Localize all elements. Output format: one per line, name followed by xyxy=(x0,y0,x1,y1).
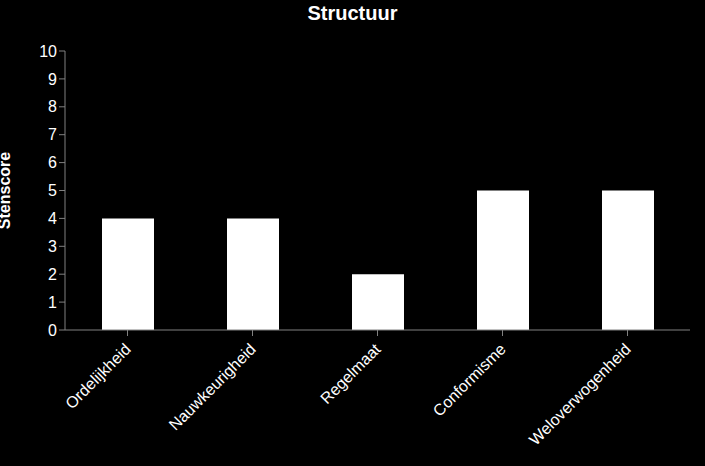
svg-text:7: 7 xyxy=(48,126,57,143)
svg-text:5: 5 xyxy=(48,182,57,199)
svg-text:6: 6 xyxy=(48,154,57,171)
svg-text:3: 3 xyxy=(48,238,57,255)
html-text:Structuur: Structuur xyxy=(307,2,398,24)
svg-text:8: 8 xyxy=(48,98,57,115)
svg-text:Nauwkeurigheid: Nauwkeurigheid xyxy=(166,340,259,433)
svg-text:9: 9 xyxy=(48,71,57,88)
svg-text:Ordelijkheid: Ordelijkheid xyxy=(62,340,134,412)
svg-text:Stenscore: Stenscore xyxy=(8,152,13,229)
svg-text:0: 0 xyxy=(48,322,57,339)
svg-text:2: 2 xyxy=(48,266,57,283)
svg-text:Regelmaat: Regelmaat xyxy=(317,340,384,407)
svg-text:Weloverwogenheid: Weloverwogenheid xyxy=(526,340,634,448)
svg-text:4: 4 xyxy=(48,210,57,227)
svg-text:10: 10 xyxy=(39,43,57,60)
svg-text:1: 1 xyxy=(48,294,57,311)
svg-text:Conformisme: Conformisme xyxy=(430,340,509,419)
